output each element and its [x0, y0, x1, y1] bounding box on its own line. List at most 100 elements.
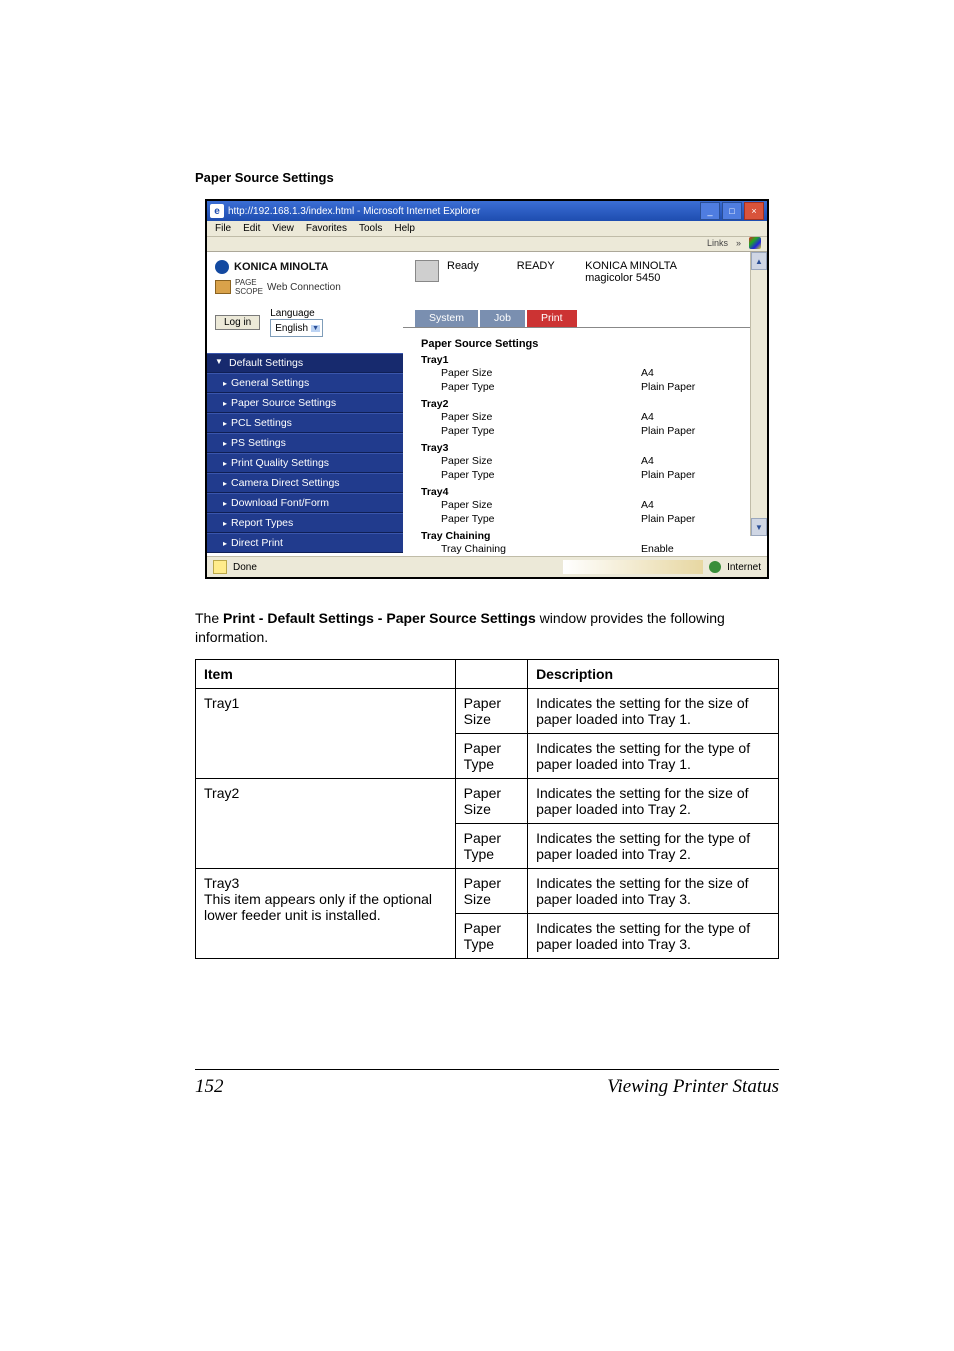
tray2-size-label: Paper Size [421, 411, 641, 423]
cell-tray2-type-k: Paper Type [455, 823, 527, 868]
brand-dot-icon [215, 260, 229, 274]
cell-tray3-line2: This item appears only if the optional l… [204, 891, 432, 923]
brand-text: KONICA MINOLTA [234, 261, 329, 273]
printer-icon [415, 260, 439, 282]
th-blank [455, 659, 527, 688]
ready-text-small: Ready [447, 260, 479, 272]
menu-view[interactable]: View [272, 223, 294, 234]
minimize-button[interactable]: _ [700, 202, 720, 220]
close-button[interactable]: × [744, 202, 764, 220]
links-label[interactable]: Links [707, 238, 728, 248]
menu-edit[interactable]: Edit [243, 223, 260, 234]
nav-print-quality-settings[interactable]: Print Quality Settings [207, 453, 403, 473]
tray4-type-value: Plain Paper [641, 513, 695, 525]
tab-system[interactable]: System [415, 310, 478, 327]
status-done-text: Done [233, 562, 257, 573]
cell-tray3-type-k: Paper Type [455, 913, 527, 958]
cell-tray3-size-k: Paper Size [455, 868, 527, 913]
nav-paper-source-settings[interactable]: Paper Source Settings [207, 393, 403, 413]
cell-tray1: Tray1 [196, 688, 456, 778]
tray2-type-label: Paper Type [421, 425, 641, 437]
product-model: magicolor 5450 [585, 272, 677, 284]
tray4-size-value: A4 [641, 499, 654, 511]
status-gradient [563, 560, 703, 574]
pagescope-label: PAGESCOPE Web Connection [207, 278, 403, 296]
maximize-button[interactable]: □ [722, 202, 742, 220]
ready-text-big: READY [517, 260, 555, 272]
nav-camera-direct-settings[interactable]: Camera Direct Settings [207, 473, 403, 493]
scroll-up-button[interactable]: ▲ [751, 252, 767, 270]
cell-tray1-type-k: Paper Type [455, 733, 527, 778]
cell-tray2-type-v: Indicates the setting for the type of pa… [528, 823, 779, 868]
tray4-title: Tray4 [421, 486, 767, 498]
tray2-title: Tray2 [421, 398, 767, 410]
tray-chaining-header: Tray Chaining [421, 530, 767, 542]
menu-favorites[interactable]: Favorites [306, 223, 347, 234]
info-table: Item Description Tray1 Paper Size Indica… [195, 659, 779, 959]
windows-flag-icon[interactable] [749, 237, 761, 249]
cell-tray2: Tray2 [196, 778, 456, 868]
tray-chaining-value: Enable [641, 543, 674, 555]
tray1-title: Tray1 [421, 354, 767, 366]
cell-tray2-size-k: Paper Size [455, 778, 527, 823]
scroll-track[interactable] [751, 270, 767, 518]
nav-direct-print[interactable]: Direct Print [207, 533, 403, 553]
nav-report-types[interactable]: Report Types [207, 513, 403, 533]
cell-tray1-size-v: Indicates the setting for the size of pa… [528, 688, 779, 733]
cell-tray1-size-k: Paper Size [455, 688, 527, 733]
tray3-size-label: Paper Size [421, 455, 641, 467]
tray1-size-value: A4 [641, 367, 654, 379]
tab-job[interactable]: Job [480, 310, 525, 327]
tray3-size-value: A4 [641, 455, 654, 467]
th-item: Item [196, 659, 456, 688]
menu-tools[interactable]: Tools [359, 223, 382, 234]
window-title: http://192.168.1.3/index.html - Microsof… [228, 206, 480, 217]
th-desc: Description [528, 659, 779, 688]
menu-file[interactable]: File [215, 223, 231, 234]
tray3-type-label: Paper Type [421, 469, 641, 481]
links-chevron-icon[interactable]: » [736, 238, 741, 248]
nav-ps-settings[interactable]: PS Settings [207, 433, 403, 453]
footer-title: Viewing Printer Status [607, 1076, 779, 1098]
tray2-size-value: A4 [641, 411, 654, 423]
section-heading: Paper Source Settings [195, 170, 779, 185]
tray-chaining-label: Tray Chaining [421, 543, 641, 555]
login-button[interactable]: Log in [215, 315, 260, 330]
tray4-size-label: Paper Size [421, 499, 641, 511]
nav-pcl-settings[interactable]: PCL Settings [207, 413, 403, 433]
pane-title: Paper Source Settings [421, 338, 767, 350]
page-footer: 152 Viewing Printer Status [195, 1069, 779, 1098]
brand-logo: KONICA MINOLTA [207, 260, 403, 274]
scroll-down-button[interactable]: ▼ [751, 518, 767, 536]
nav-general-settings[interactable]: General Settings [207, 373, 403, 393]
language-select[interactable]: English [270, 319, 323, 337]
links-toolbar: Links » [207, 237, 767, 252]
status-done-icon [213, 560, 227, 574]
cell-tray1-type-v: Indicates the setting for the type of pa… [528, 733, 779, 778]
cell-tray3-size-v: Indicates the setting for the size of pa… [528, 868, 779, 913]
nav-download-font-form[interactable]: Download Font/Form [207, 493, 403, 513]
tray3-type-value: Plain Paper [641, 469, 695, 481]
cell-tray3-line1: Tray3 [204, 875, 239, 891]
language-label: Language [270, 308, 323, 319]
intro-paragraph: The Print - Default Settings - Paper Sou… [195, 609, 779, 647]
nav-header-default-settings[interactable]: Default Settings [207, 353, 403, 373]
menu-help[interactable]: Help [394, 223, 415, 234]
sidebar-nav: Default Settings General Settings Paper … [207, 353, 403, 553]
tray3-title: Tray3 [421, 442, 767, 454]
tray1-size-label: Paper Size [421, 367, 641, 379]
status-net-text: Internet [727, 562, 761, 573]
tray1-type-label: Paper Type [421, 381, 641, 393]
page-number: 152 [195, 1076, 224, 1098]
cell-tray3: Tray3 This item appears only if the opti… [196, 868, 456, 958]
cell-tray2-size-v: Indicates the setting for the size of pa… [528, 778, 779, 823]
screenshot-container: e http://192.168.1.3/index.html - Micros… [205, 199, 769, 579]
tab-print[interactable]: Print [527, 310, 577, 327]
tray1-type-value: Plain Paper [641, 381, 695, 393]
browser-statusbar: Done Internet [207, 556, 767, 577]
tray2-type-value: Plain Paper [641, 425, 695, 437]
cell-tray3-type-v: Indicates the setting for the type of pa… [528, 913, 779, 958]
tray4-type-label: Paper Type [421, 513, 641, 525]
window-titlebar: e http://192.168.1.3/index.html - Micros… [207, 201, 767, 221]
vertical-scrollbar[interactable]: ▲ ▼ [750, 252, 767, 536]
